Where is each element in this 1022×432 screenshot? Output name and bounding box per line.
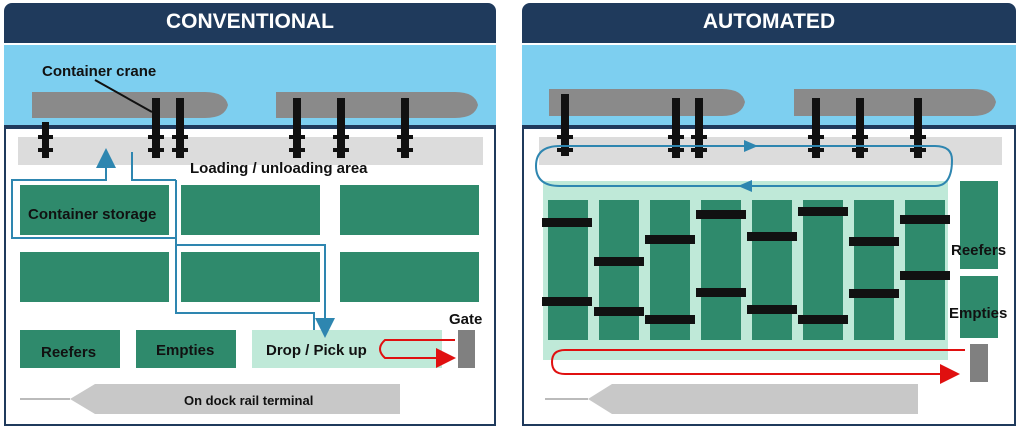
storage-block <box>20 252 169 302</box>
reefers-block <box>20 330 120 368</box>
gantry-crane <box>747 232 797 241</box>
automated-title: AUTOMATED <box>522 3 1016 43</box>
gantry-crane <box>542 218 592 227</box>
crane-icon <box>397 98 413 158</box>
drop-pickup-label: Drop / Pick up <box>266 342 367 359</box>
gate-loop-arrow <box>379 339 456 368</box>
crane-icon <box>668 98 684 158</box>
crane-icon <box>148 98 164 158</box>
gantry-crane <box>849 289 899 298</box>
arrow-icon <box>738 180 752 192</box>
route-arrow <box>175 238 335 338</box>
storage-block <box>340 185 479 235</box>
gantry-crane <box>747 305 797 314</box>
crane-icon <box>808 98 824 158</box>
crane-icon <box>557 94 573 156</box>
gantry-crane <box>645 235 695 244</box>
storage-label: Container storage <box>28 206 156 223</box>
storage-block <box>181 185 320 235</box>
gantry-crane <box>798 315 848 324</box>
conventional-panel: Container crane Loading / unloading area… <box>4 45 496 426</box>
gantry-crane <box>645 315 695 324</box>
gantry-crane <box>849 237 899 246</box>
train-icon <box>70 384 400 414</box>
crane-icon <box>289 98 305 158</box>
ship-icon <box>549 89 745 116</box>
train-icon <box>588 384 918 414</box>
storage-column <box>701 200 741 340</box>
crane-icon <box>172 98 188 158</box>
gantry-crane <box>900 271 950 280</box>
storage-column <box>599 200 639 340</box>
gantry-crane <box>696 210 746 219</box>
arrow-icon <box>744 140 758 152</box>
storage-block <box>20 185 169 235</box>
route-arrow <box>131 152 176 181</box>
loading-area-label: Loading / unloading area <box>190 160 368 177</box>
empties-block <box>136 330 236 368</box>
gantry-crane <box>798 207 848 216</box>
reefers-label: Reefers <box>41 344 96 361</box>
crane-icon <box>852 98 868 158</box>
gate-icon <box>970 344 988 382</box>
empties-label: Empties <box>949 305 1007 322</box>
storage-column <box>854 200 894 340</box>
ship-icon <box>794 89 996 116</box>
crane-icon <box>38 122 53 158</box>
ship-icon <box>276 92 478 118</box>
storage-block <box>340 252 479 302</box>
route-arrow <box>175 245 315 330</box>
reefers-label: Reefers <box>951 242 1006 259</box>
automated-panel: Reefers Empties <box>522 45 1016 426</box>
reefers-block <box>960 181 998 269</box>
truck-loop-arrow <box>550 349 965 384</box>
crane-icon <box>333 98 349 158</box>
crane-icon <box>691 98 707 158</box>
rail-label: On dock rail terminal <box>184 393 313 408</box>
storage-block <box>181 252 320 302</box>
crane-icon <box>910 98 926 158</box>
gantry-crane <box>594 307 644 316</box>
empties-label: Empties <box>156 342 214 359</box>
empties-block <box>960 276 998 338</box>
gantry-crane <box>900 215 950 224</box>
gate-icon <box>458 330 475 368</box>
gantry-crane <box>696 288 746 297</box>
crane-pointer <box>94 79 153 113</box>
storage-column <box>752 200 792 340</box>
crane-label: Container crane <box>42 63 156 80</box>
conventional-title: CONVENTIONAL <box>4 3 496 43</box>
gantry-crane <box>594 257 644 266</box>
gate-label: Gate <box>449 311 482 328</box>
gantry-crane <box>542 297 592 306</box>
drop-pickup-area <box>252 330 442 368</box>
ship-icon <box>32 92 228 118</box>
loading-area <box>539 137 1002 165</box>
